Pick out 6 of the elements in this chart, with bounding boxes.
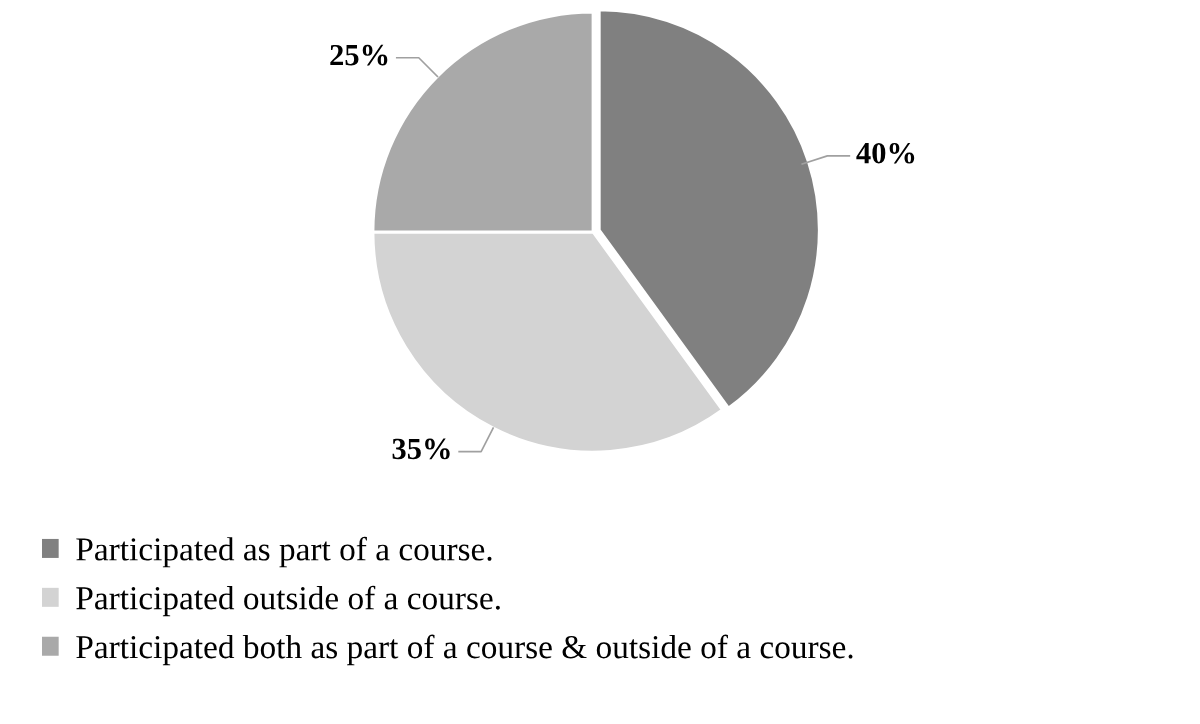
data-label: 35%	[392, 438, 450, 460]
data-label: 40%	[856, 142, 915, 164]
legend-label: Participated both as part of a course & outside of a course.	[76, 634, 853, 666]
legend-label: Participated as part of a course.	[76, 536, 492, 568]
legend-label: Participated outside of a course.	[76, 585, 500, 617]
data-label: 25%	[330, 44, 388, 66]
